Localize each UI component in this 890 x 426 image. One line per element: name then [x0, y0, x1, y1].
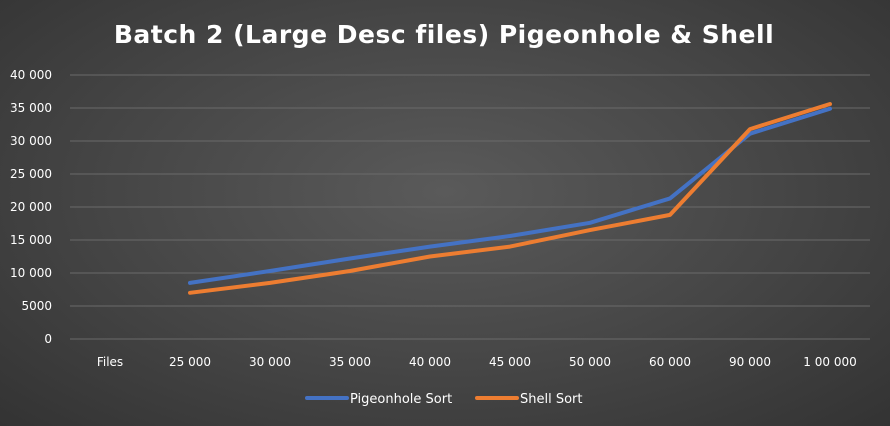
- y-tick-label: 35 000: [10, 101, 52, 115]
- x-tick-label: 25 000: [169, 355, 211, 369]
- legend-label: Shell Sort: [520, 392, 583, 407]
- series-line-shell-sort: [188, 102, 832, 295]
- x-tick-label: 50 000: [569, 355, 611, 369]
- chart-title: Batch 2 (Large Desc files) Pigeonhole & …: [114, 20, 774, 49]
- y-tick-label: 20 000: [10, 200, 52, 214]
- y-tick-label: 15 000: [10, 233, 52, 247]
- x-tick-label: 30 000: [249, 355, 291, 369]
- x-axis-tick-labels: Files 25 000 30 000 35 000 40 000 45 000 50 00…: [97, 355, 857, 369]
- legend: Pigeonhole Sort Shell Sort: [305, 392, 583, 407]
- x-tick-label: Files: [97, 355, 123, 369]
- gridlines: [70, 74, 870, 340]
- x-tick-label: 1 00 000: [803, 355, 856, 369]
- x-tick-label: 35 000: [329, 355, 371, 369]
- y-axis-tick-labels: 0 5000 10 000 15 000 20 000 25 000 30 000 35 00…: [10, 68, 52, 346]
- y-tick-label: 25 000: [10, 167, 52, 181]
- x-tick-label: 40 000: [409, 355, 451, 369]
- y-tick-label: 10 000: [10, 266, 52, 280]
- y-tick-label: 5000: [21, 299, 52, 313]
- series-lines: [188, 102, 832, 295]
- x-tick-label: 90 000: [729, 355, 771, 369]
- x-tick-label: 45 000: [489, 355, 531, 369]
- x-tick-label: 60 000: [649, 355, 691, 369]
- series-line-pigeonhole-sort: [188, 106, 832, 285]
- legend-label: Pigeonhole Sort: [350, 392, 452, 407]
- y-tick-label: 0: [44, 332, 52, 346]
- y-tick-label: 30 000: [10, 134, 52, 148]
- y-tick-label: 40 000: [10, 68, 52, 82]
